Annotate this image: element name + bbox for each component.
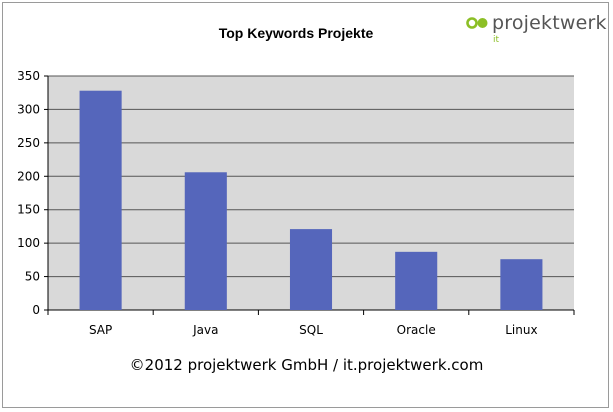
x-tick-label: SAP xyxy=(89,323,112,337)
projektwerk-logo: projektwerk it xyxy=(466,12,607,48)
y-tick-label: 100 xyxy=(17,236,40,250)
y-tick-label: 300 xyxy=(17,102,40,116)
y-tick-label: 350 xyxy=(17,69,40,83)
bar-sql xyxy=(289,229,333,310)
y-tick-label: 150 xyxy=(17,203,40,217)
bar-sap xyxy=(79,90,122,310)
x-tick-label: Linux xyxy=(505,323,537,337)
logo-subtitle: it xyxy=(493,35,500,45)
logo-name: projektwerk xyxy=(492,12,607,34)
bar-java xyxy=(184,172,227,310)
bar-oracle xyxy=(395,251,438,310)
copyright-footer: ©2012 projektwerk GmbH / it.projektwerk.… xyxy=(129,356,484,374)
y-tick-label: 0 xyxy=(32,303,40,317)
logo-circles-icon xyxy=(466,17,488,29)
y-tick-label: 250 xyxy=(17,136,40,150)
bar-linux xyxy=(500,259,543,310)
chart-title: Top Keywords Projekte xyxy=(218,25,374,41)
x-tick-label: SQL xyxy=(299,323,323,337)
y-tick-label: 50 xyxy=(25,270,40,284)
x-tick-label: Java xyxy=(192,323,218,337)
x-tick-label: Oracle xyxy=(397,323,436,337)
y-tick-label: 200 xyxy=(17,169,40,183)
